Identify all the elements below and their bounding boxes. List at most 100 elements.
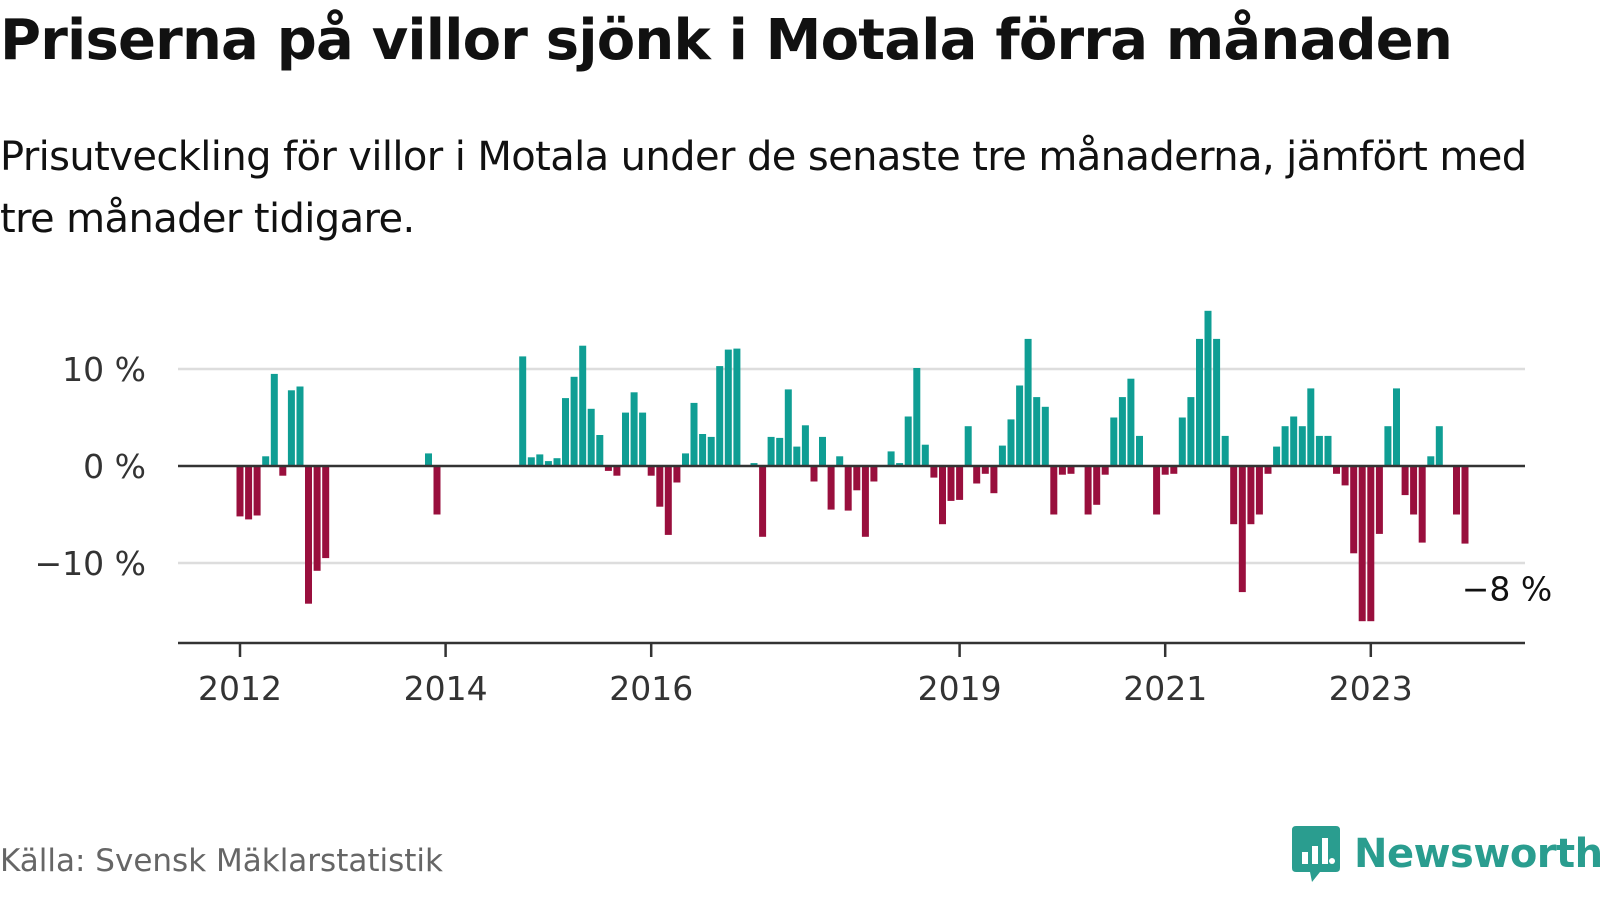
bar-2020-04 <box>1084 466 1092 515</box>
newsworthy-logo-icon <box>1292 826 1340 882</box>
bar-2012-04 <box>262 456 270 466</box>
bar-2023-09 <box>1435 426 1443 466</box>
bar-2015-10 <box>622 412 629 466</box>
bar-2016-09 <box>716 366 724 466</box>
bar-2012-11 <box>322 466 330 559</box>
bar-2021-05 <box>1196 338 1203 466</box>
bar-2017-11 <box>836 456 844 466</box>
bar-2018-01 <box>853 466 861 491</box>
bar-2018-03 <box>870 466 878 482</box>
bar-2021-10 <box>1238 466 1246 593</box>
bar-2023-02 <box>1375 466 1383 534</box>
bar-2020-02 <box>1067 466 1075 474</box>
bar-2019-11 <box>1041 406 1049 466</box>
bar-2016-03 <box>664 466 672 535</box>
bar-2018-05 <box>887 451 895 466</box>
bar-2016-06 <box>690 402 698 466</box>
bar-2020-12 <box>1153 466 1161 515</box>
bar-2015-09 <box>613 466 621 476</box>
bar-2023-04 <box>1393 388 1400 466</box>
bar-2015-03 <box>562 398 569 466</box>
bar-2017-06 <box>793 446 801 466</box>
bar-2022-02 <box>1273 446 1281 466</box>
bar-2017-05 <box>784 389 792 466</box>
bar-2017-12 <box>844 466 852 511</box>
bar-2021-09 <box>1230 466 1238 525</box>
bar-2021-12 <box>1255 466 1263 515</box>
bar-2015-02 <box>553 458 561 466</box>
bar-2020-08 <box>1118 397 1126 466</box>
bar-2022-08 <box>1324 435 1332 466</box>
bar-2021-04 <box>1187 397 1195 466</box>
bar-2021-11 <box>1247 466 1255 525</box>
bar-2012-05 <box>270 373 278 466</box>
bar-2022-05 <box>1298 426 1306 466</box>
bar-2017-07 <box>801 425 809 466</box>
bar-2019-02 <box>964 426 972 466</box>
bar-2015-05 <box>579 345 587 466</box>
bar-2015-12 <box>639 412 647 466</box>
chart-title: Priserna på villor sjönk i Motala förra … <box>0 8 1453 73</box>
bar-2022-10 <box>1341 466 1349 486</box>
bar-2018-09 <box>921 444 929 466</box>
source-note: Källa: Svensk Mäklarstatistik <box>0 843 443 879</box>
bar-2023-07 <box>1418 466 1426 543</box>
bar-2018-06 <box>896 463 904 466</box>
bar-2018-08 <box>913 368 921 466</box>
bar-2012-03 <box>253 466 261 516</box>
bar-2019-05 <box>990 466 998 494</box>
labels: 10 % 0 % −10 % 2012 2014 2016 2019 2021 2023 −8 % <box>35 350 1553 708</box>
bar-2023-11 <box>1453 466 1460 515</box>
bar-2022-04 <box>1290 416 1298 466</box>
bar-2015-04 <box>570 376 578 466</box>
bar-2021-01 <box>1161 466 1169 475</box>
bar-2017-09 <box>819 436 826 466</box>
bar-2023-06 <box>1410 466 1418 515</box>
bar-2016-10 <box>724 349 732 466</box>
bar-2015-11 <box>630 392 638 466</box>
bar-2016-05 <box>682 453 689 466</box>
bar-2017-08 <box>810 466 818 482</box>
brand-logo: Newsworthy <box>1290 824 1600 884</box>
bar-2016-08 <box>707 436 715 466</box>
gridlines <box>178 367 1525 565</box>
bar-2018-02 <box>861 466 869 537</box>
bar-2012-02 <box>245 466 253 520</box>
bar-2016-02 <box>656 466 664 507</box>
bar-2022-03 <box>1281 426 1289 466</box>
bar-2022-06 <box>1307 388 1315 466</box>
y-tick-label: 10 % <box>62 350 146 389</box>
axes <box>178 464 1525 657</box>
bar-2015-08 <box>604 466 612 471</box>
bar-2020-05 <box>1093 466 1101 505</box>
bar-2021-06 <box>1204 310 1212 466</box>
bar-2020-10 <box>1136 435 1143 466</box>
bar-2017-01 <box>750 463 758 466</box>
bar-2019-04 <box>981 466 989 474</box>
bar-2017-02 <box>759 466 767 537</box>
bar-2022-01 <box>1264 466 1272 474</box>
bar-2019-09 <box>1024 338 1032 466</box>
bar-2019-08 <box>1016 385 1024 466</box>
x-tick-label: 2021 <box>1123 669 1207 708</box>
bar-2018-10 <box>930 466 938 478</box>
bar-2012-01 <box>236 466 244 517</box>
bar-2018-11 <box>939 466 946 525</box>
bar-2012-06 <box>279 466 287 476</box>
x-tick-label: 2012 <box>198 669 282 708</box>
bar-2021-07 <box>1213 338 1221 466</box>
bar-2016-04 <box>673 466 681 483</box>
bar-2012-07 <box>287 390 295 466</box>
bar-2015-06 <box>587 408 595 466</box>
bar-2015-07 <box>596 435 604 466</box>
bar-2014-12 <box>536 454 544 466</box>
bar-2023-08 <box>1427 456 1435 466</box>
bar-2012-10 <box>313 466 321 571</box>
bar-2023-01 <box>1367 466 1375 622</box>
bar-2021-08 <box>1221 435 1229 466</box>
bar-2019-01 <box>956 466 964 500</box>
bar-2022-12 <box>1358 466 1366 622</box>
bar-2015-01 <box>544 461 552 466</box>
bar-2019-06 <box>998 445 1006 466</box>
brand-name: Newsworthy <box>1354 831 1600 877</box>
